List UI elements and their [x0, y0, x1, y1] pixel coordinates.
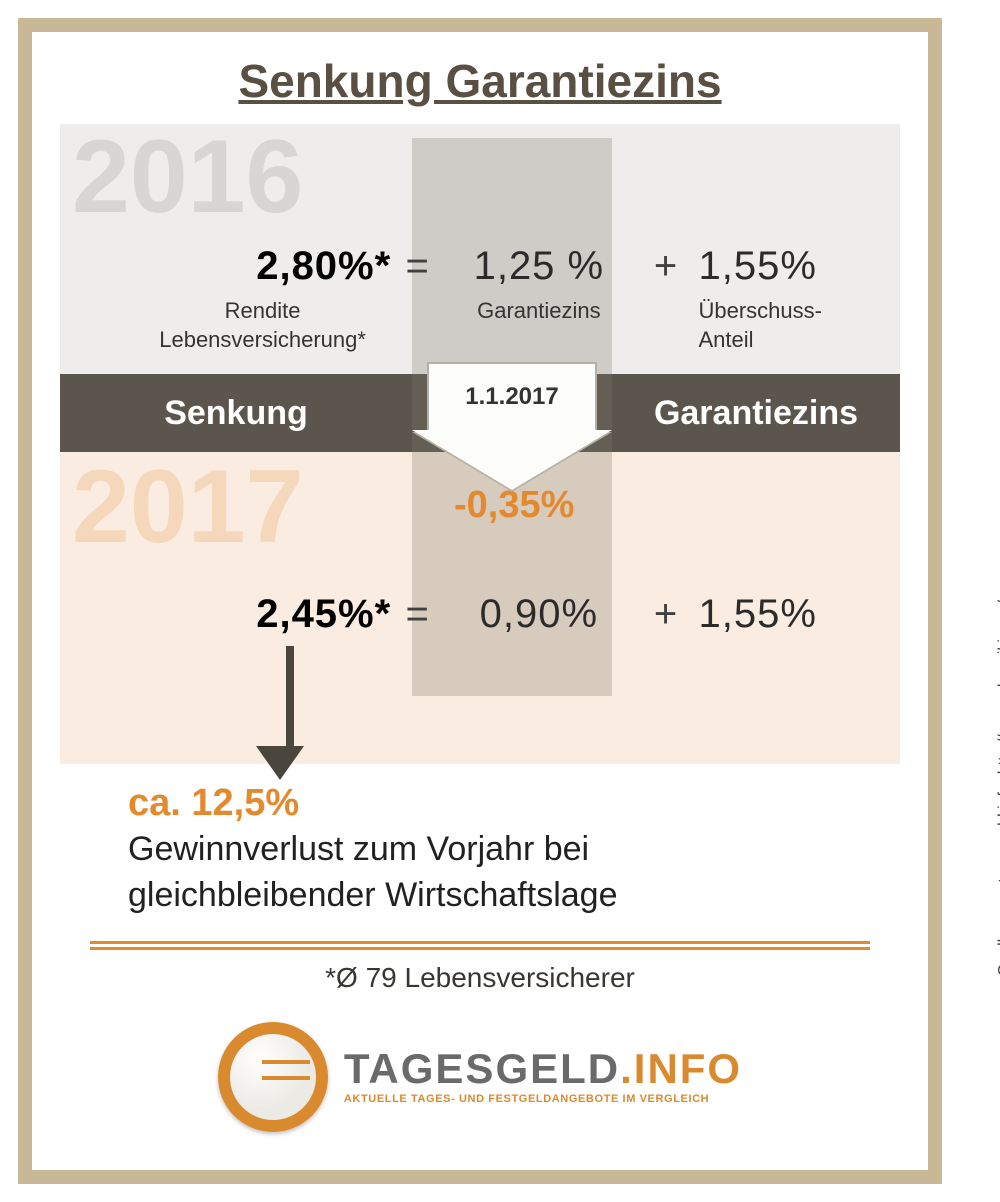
result-highlight: ca. 12,5%	[128, 782, 858, 825]
total-2016: 2,80%*	[60, 244, 397, 289]
result-arrow-icon	[276, 646, 304, 780]
arrow-down-icon	[412, 430, 612, 490]
surplus-2017: 1,55%	[698, 592, 816, 636]
garantie-2017: 0,90%	[480, 592, 598, 636]
date-arrow: 1.1.2017	[368, 362, 656, 490]
source-text: Quelle: www.tagesgeld.info; http://www.p…	[996, 600, 1000, 976]
logo: TAGESGELD.INFO Aktuelle Tages- und Festg…	[32, 1022, 928, 1132]
year-2016-label: 2016	[72, 118, 303, 237]
result-text: Gewinnverlust zum Vorjahr bei gleichblei…	[128, 827, 858, 919]
year-2017-label: 2017	[72, 448, 303, 567]
infographic-frame: Senkung Garantiezins 2016 2,80%* Rendite…	[18, 18, 942, 1184]
euro-coin-icon	[218, 1022, 328, 1132]
date-label: 1.1.2017	[427, 362, 597, 432]
result-block: ca. 12,5% Gewinnverlust zum Vorjahr bei …	[128, 782, 858, 919]
equals-sign: =	[397, 244, 437, 289]
delta-value: -0,35%	[454, 484, 574, 527]
garantie-2016: 1,25 %	[474, 244, 605, 288]
formula-2017: 2,45%* = 0,90% + 1,55%	[60, 592, 900, 637]
logo-suffix: .INFO	[620, 1048, 742, 1090]
footnote: *Ø 79 Lebensversicherer	[32, 962, 928, 994]
plus-sign: +	[641, 244, 691, 289]
garantie-2016-label: Garantiezins	[437, 297, 641, 326]
double-rule	[90, 941, 870, 950]
equals-sign: =	[397, 592, 437, 637]
block-2017: 2017 -0,35% 2,45%* = 0,90% + 1,55%	[60, 452, 900, 764]
total-2016-label: RenditeLebensversicherung*	[60, 297, 397, 354]
logo-main: TAGESGELD	[344, 1048, 620, 1090]
logo-tagline: Aktuelle Tages- und Festgeldangebote im …	[344, 1094, 742, 1105]
main-title: Senkung Garantiezins	[32, 54, 928, 108]
surplus-2016-label: Überschuss-Anteil	[698, 297, 900, 354]
plus-sign: +	[641, 592, 691, 637]
total-2017: 2,45%*	[60, 592, 397, 637]
formula-2016: 2,80%* RenditeLebensversicherung* = 1,25…	[60, 244, 900, 354]
surplus-2016: 1,55%	[698, 244, 816, 288]
bar-left: Senkung	[60, 394, 412, 433]
